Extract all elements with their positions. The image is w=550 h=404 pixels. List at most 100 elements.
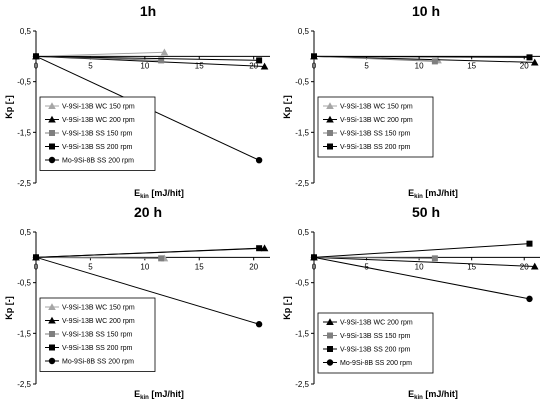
x-tick-label: 20 bbox=[520, 262, 529, 271]
y-tick-label: -2,5 bbox=[17, 380, 31, 389]
x-tick-label: 10 bbox=[415, 262, 424, 271]
x-axis-label-unit: [mJ/hit] bbox=[423, 389, 458, 399]
y-tick-label: 0,5 bbox=[298, 228, 310, 237]
y-tick-label: -0,5 bbox=[17, 279, 31, 288]
data-point bbox=[32, 53, 40, 60]
legend-label: V-9Si-13B SS 200 rpm bbox=[62, 345, 133, 352]
data-point bbox=[256, 57, 263, 64]
legend-label: V-9Si-13B SS 150 rpm bbox=[62, 332, 133, 339]
legend-label: V-9Si-13B WC 200 rpm bbox=[340, 117, 413, 124]
x-axis-label-subscript: kin bbox=[414, 395, 423, 401]
y-tick-label: -0,5 bbox=[295, 279, 309, 288]
data-point bbox=[32, 254, 40, 261]
legend-label: V-9Si-13B SS 150 rpm bbox=[62, 131, 133, 138]
legend-label: V-9Si-13B SS 150 rpm bbox=[340, 131, 411, 138]
legend-marker bbox=[326, 115, 334, 123]
data-point bbox=[431, 255, 438, 262]
data-point bbox=[158, 57, 165, 64]
series-line bbox=[35, 247, 260, 258]
legend-marker bbox=[48, 357, 56, 365]
x-axis-label-subscript: kin bbox=[414, 194, 423, 200]
chart-panel-3: 20 h 0,5 -0,5 -1,5 -2,5 0 5 10 15 20 Kp [-] Ekin [m… bbox=[4, 204, 270, 401]
x-tick-label: 15 bbox=[195, 262, 204, 271]
x-axis-label-main: E bbox=[134, 188, 140, 198]
x-axis-label-main: E bbox=[408, 188, 414, 198]
x-tick-label: 15 bbox=[467, 61, 476, 70]
y-tick-label: -2,5 bbox=[17, 179, 31, 188]
chart-panel-2: 10 h 0,5 -0,5 -1,5 -2,5 0 5 10 15 20 Kp [-] Ekin [m… bbox=[282, 3, 540, 200]
x-tick-label: 5 bbox=[88, 262, 93, 271]
x-tick-label: 15 bbox=[467, 262, 476, 271]
data-point bbox=[256, 245, 263, 252]
x-tick-label: 20 bbox=[520, 61, 529, 70]
x-axis-label-subscript: kin bbox=[140, 395, 149, 401]
data-point bbox=[431, 58, 438, 65]
x-axis-label-main: E bbox=[134, 389, 140, 399]
x-tick-label: 10 bbox=[415, 61, 424, 70]
y-tick-label: -1,5 bbox=[295, 329, 309, 338]
x-tick-label: 5 bbox=[364, 262, 369, 271]
legend-label: V-9Si-13B WC 150 rpm bbox=[62, 305, 135, 312]
y-tick-label: 0,5 bbox=[298, 27, 310, 36]
legend-marker bbox=[48, 156, 56, 164]
legend-marker bbox=[326, 359, 334, 366]
x-axis-label-unit: [mJ/hit] bbox=[423, 188, 458, 198]
y-tick-label: -1,5 bbox=[295, 128, 309, 137]
x-tick-label: 10 bbox=[140, 61, 149, 70]
data-point bbox=[260, 62, 269, 70]
series-line bbox=[313, 55, 530, 58]
legend-marker bbox=[327, 346, 333, 352]
series-line bbox=[35, 51, 165, 57]
legend-label: V-9Si-13B SS 200 rpm bbox=[340, 144, 411, 151]
y-tick-label: -0,5 bbox=[17, 78, 31, 87]
legend-marker bbox=[327, 130, 333, 136]
legend-label: V-9Si-13B SS 150 rpm bbox=[340, 333, 411, 340]
y-tick-label: -2,5 bbox=[295, 380, 309, 389]
data-point bbox=[158, 255, 165, 262]
legend-marker bbox=[48, 316, 56, 324]
legend-label: Mo-9Si-8B SS 200 rpm bbox=[62, 158, 134, 165]
x-tick-label: 5 bbox=[364, 61, 369, 70]
x-tick-label: 15 bbox=[195, 61, 204, 70]
x-axis-label-unit: [mJ/hit] bbox=[149, 389, 184, 399]
chart-title: 10 h bbox=[412, 3, 440, 19]
data-point bbox=[310, 254, 318, 261]
data-point bbox=[526, 54, 533, 61]
x-tick-label: 0 bbox=[312, 262, 317, 271]
y-tick-label: -2,5 bbox=[295, 179, 309, 188]
x-axis-label-unit: [mJ/hit] bbox=[149, 188, 184, 198]
legend-box bbox=[317, 312, 434, 374]
legend-marker bbox=[49, 130, 55, 136]
legend-marker bbox=[326, 318, 334, 326]
series-line bbox=[313, 55, 435, 62]
legend-label: V-9Si-13B WC 150 rpm bbox=[340, 104, 413, 111]
x-axis-label: Ekin [mJ/hit] bbox=[408, 188, 458, 200]
y-tick-label: -1,5 bbox=[17, 329, 31, 338]
legend-label: V-9Si-13B WC 200 rpm bbox=[62, 318, 135, 325]
legend-marker bbox=[48, 102, 56, 110]
legend-marker bbox=[327, 332, 333, 339]
legend-label: V-9Si-13B SS 200 rpm bbox=[340, 347, 411, 354]
x-tick-label: 0 bbox=[34, 262, 39, 271]
legend-label: V-9Si-13B WC 200 rpm bbox=[62, 117, 135, 124]
legend-box bbox=[39, 96, 156, 171]
data-point bbox=[526, 240, 533, 247]
chart-title: 20 h bbox=[134, 204, 162, 220]
chart-panel-4: 50 h 0,5 -0,5 -1,5 -2,5 0 5 10 15 20 Kp [-] Ekin [m… bbox=[282, 204, 540, 401]
series-line bbox=[35, 55, 260, 61]
y-tick-label: -1,5 bbox=[17, 128, 31, 137]
legend-marker bbox=[49, 344, 55, 351]
legend-label: V-9Si-13B SS 200 rpm bbox=[62, 144, 133, 151]
x-axis-label: Ekin [mJ/hit] bbox=[134, 188, 184, 200]
legend-marker bbox=[49, 331, 55, 337]
legend-marker bbox=[326, 102, 334, 110]
series-line bbox=[35, 256, 162, 259]
x-axis-label: Ekin [mJ/hit] bbox=[134, 389, 184, 401]
legend-marker bbox=[49, 143, 55, 150]
x-axis-label-main: E bbox=[408, 389, 414, 399]
series-line bbox=[313, 256, 530, 300]
data-point bbox=[530, 58, 539, 66]
legend-label: Mo-9Si-8B SS 200 rpm bbox=[62, 359, 134, 366]
legend-marker bbox=[327, 143, 333, 150]
